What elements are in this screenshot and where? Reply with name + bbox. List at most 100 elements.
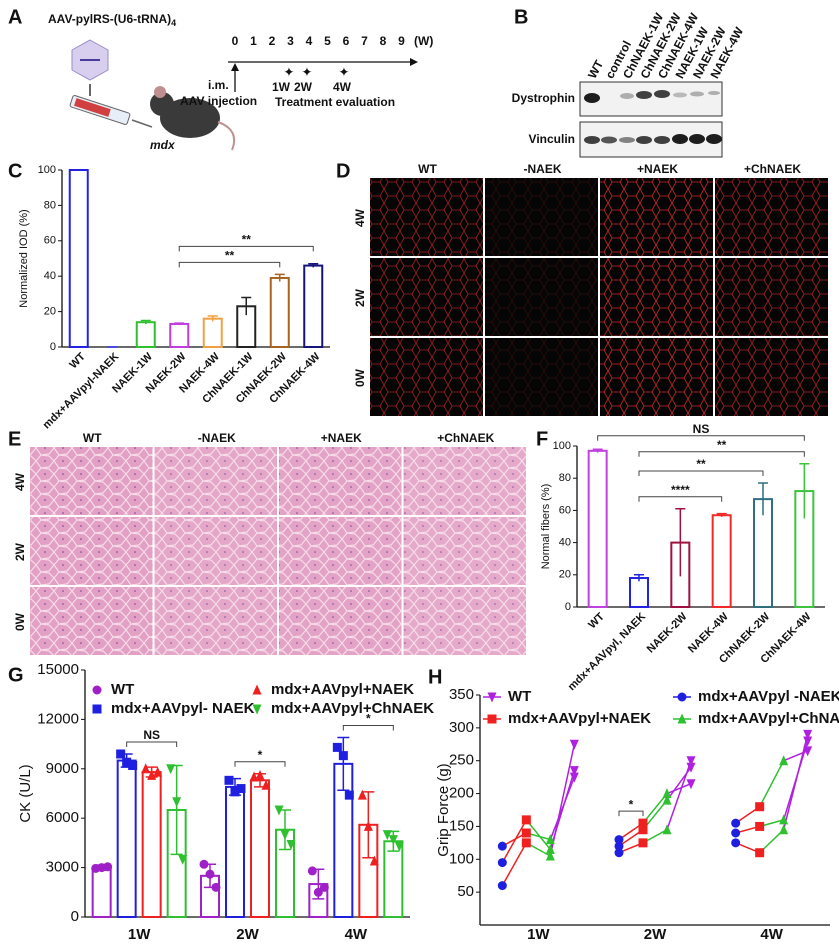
construct-name: AAV-pylRS-(U6-tRNA)	[48, 12, 171, 26]
y-axis-label: Normalized IOD (%)	[18, 209, 30, 307]
x-tick-label: 2W	[236, 926, 259, 943]
connector	[549, 776, 576, 840]
data-point	[230, 787, 240, 797]
data-point	[614, 848, 624, 858]
timeline-week: 3	[287, 34, 294, 48]
image-column-label: -NAEK	[524, 162, 562, 176]
data-point	[92, 704, 102, 714]
y-tick-label: 20	[44, 306, 56, 318]
data-point	[755, 821, 765, 831]
significance-label: *	[258, 748, 263, 762]
micrograph-texture	[403, 447, 526, 515]
data-point	[388, 835, 398, 846]
data-point	[497, 858, 507, 868]
y-tick-label: 40	[44, 270, 56, 282]
data-point	[153, 766, 163, 777]
data-point	[677, 692, 687, 702]
y-tick-label: 0	[565, 601, 571, 613]
significance-label: NS	[693, 422, 710, 436]
data-point	[344, 790, 354, 800]
data-point	[92, 685, 102, 695]
image-row-label: 2W	[353, 288, 367, 307]
y-tick-label: 100	[553, 440, 571, 452]
significance-bracket	[638, 451, 805, 457]
data-point	[521, 838, 531, 848]
x-tick-label: 1W	[527, 926, 550, 943]
data-point	[677, 713, 687, 724]
error-bar	[716, 512, 727, 517]
data-point	[569, 772, 579, 783]
evaluation-point: 4W	[333, 80, 352, 94]
data-point	[487, 692, 497, 703]
data-point	[274, 805, 284, 816]
x-tick-label: 1W	[128, 926, 151, 943]
y-tick-label: 100	[449, 850, 474, 867]
data-point	[686, 762, 696, 773]
data-point	[122, 757, 132, 767]
data-point	[199, 859, 209, 869]
data-point	[731, 818, 741, 828]
legend-label: WT	[508, 688, 531, 705]
y-tick-label: 40	[559, 537, 571, 549]
significance-label: **	[696, 457, 706, 471]
y-tick-label: 50	[457, 883, 474, 900]
micrograph-texture	[600, 178, 713, 256]
data-point	[521, 828, 531, 838]
bar	[269, 276, 290, 348]
bar	[225, 785, 245, 918]
data-point	[363, 820, 373, 831]
micrograph-texture	[370, 178, 483, 256]
significance-bracket	[178, 261, 281, 268]
connector	[642, 793, 668, 824]
legend-label: mdx+AAVpyl- NAEK	[111, 700, 255, 717]
data-point	[313, 887, 323, 897]
data-point	[394, 841, 404, 852]
data-point	[369, 855, 379, 866]
significance-bracket	[638, 470, 764, 477]
data-point	[332, 742, 342, 752]
timeline-week: 2	[269, 34, 276, 48]
y-tick-label: 80	[44, 199, 56, 211]
error-bar	[207, 315, 218, 322]
data-point	[172, 797, 182, 808]
y-tick-label: 3000	[46, 859, 79, 876]
data-point	[487, 714, 497, 724]
data-point	[338, 751, 348, 761]
legend-label: mdx+AAVpyl -NAEK	[698, 688, 839, 705]
micrograph-texture	[403, 517, 526, 585]
micrograph-texture	[30, 447, 153, 515]
injection-route: i.m.	[208, 78, 229, 92]
data-point	[779, 755, 789, 766]
bar	[250, 779, 270, 918]
significance-label: NS	[143, 728, 160, 742]
error-bar	[675, 508, 686, 577]
bar	[383, 840, 404, 919]
data-point	[731, 828, 741, 838]
y-tick-label: 300	[449, 719, 474, 736]
micrograph-texture	[154, 517, 277, 585]
star: ✦	[339, 64, 350, 79]
significance-bracket	[342, 725, 394, 731]
data-point	[755, 848, 765, 858]
bar	[141, 771, 162, 918]
micrograph-texture	[154, 447, 277, 515]
data-point	[280, 830, 290, 841]
error-bar	[337, 736, 350, 791]
data-point	[211, 882, 221, 892]
bar	[202, 317, 223, 348]
significance-bracket	[638, 496, 723, 502]
data-point	[638, 825, 648, 835]
data-point	[803, 736, 813, 747]
data-point	[638, 818, 648, 828]
micrograph-texture	[600, 338, 713, 416]
data-point	[166, 764, 176, 775]
data-point	[755, 802, 765, 812]
panel-label: A	[8, 6, 22, 28]
panel-label: F	[536, 428, 548, 450]
data-point	[286, 840, 296, 851]
timeline-week: 9	[398, 34, 405, 48]
timeline-week: 8	[380, 34, 387, 48]
data-point	[252, 704, 262, 715]
data-point	[569, 766, 579, 777]
